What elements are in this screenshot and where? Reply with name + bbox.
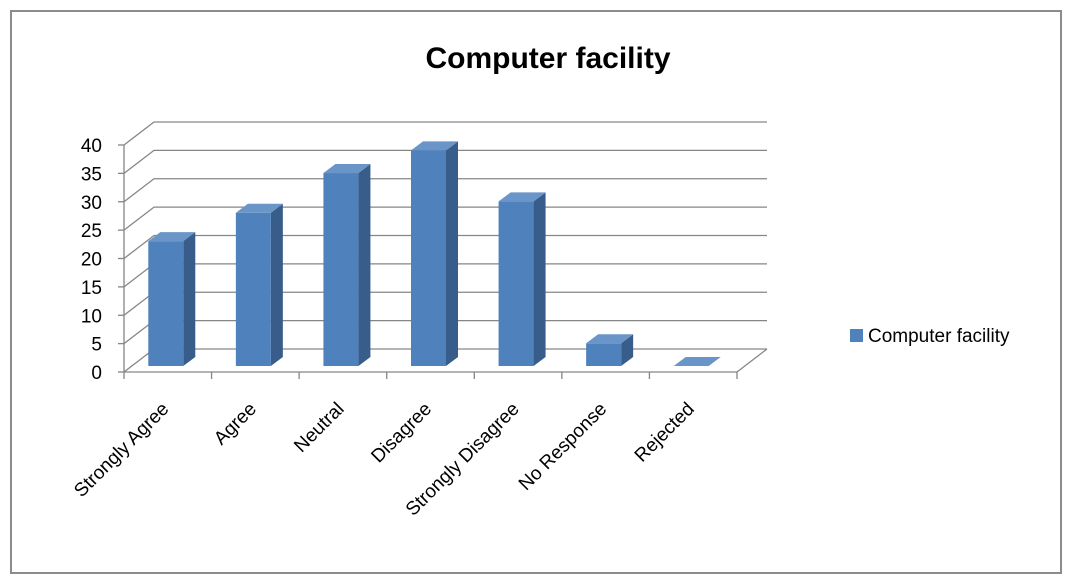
bar-top — [148, 232, 196, 242]
bar-top — [586, 334, 634, 344]
bar-top — [411, 141, 458, 151]
bar — [673, 357, 721, 366]
bar — [586, 334, 634, 366]
bar-side — [270, 203, 283, 366]
bar-front — [498, 201, 534, 366]
x-tick-label: Rejected — [631, 399, 699, 467]
bar — [323, 164, 371, 366]
bar — [235, 203, 283, 366]
y-tick-label: 10 — [81, 306, 102, 327]
bar-top — [323, 164, 371, 174]
y-tick-label: 25 — [81, 221, 102, 242]
y-tick-label: 15 — [81, 278, 102, 299]
legend-swatch — [850, 329, 863, 342]
y-tick-label: 30 — [81, 193, 102, 214]
bar-front — [323, 173, 359, 366]
bars — [148, 141, 721, 366]
chart-title: Computer facility — [425, 42, 670, 75]
bar-side — [533, 192, 546, 366]
bar-top — [673, 357, 721, 366]
y-tick-label: 35 — [81, 164, 102, 185]
bar-side — [183, 232, 196, 366]
gridline — [123, 234, 767, 260]
y-tick-label: 40 — [81, 136, 102, 157]
x-tick-label: No Response — [515, 399, 611, 495]
bar-top — [235, 203, 283, 213]
bar-front — [411, 150, 446, 366]
bar — [411, 141, 458, 366]
gridline — [123, 121, 767, 146]
gridline — [123, 206, 767, 231]
bar — [148, 232, 196, 366]
bar-side — [358, 164, 371, 366]
bar-front — [148, 241, 184, 366]
x-tick-label: Strongly Agree — [70, 399, 173, 502]
x-tick-label: Disagree — [367, 399, 436, 468]
bar-top — [498, 192, 546, 202]
axes — [118, 144, 768, 379]
bar — [498, 192, 546, 366]
gridline — [123, 178, 767, 203]
y-tick-label: 20 — [81, 250, 102, 271]
gridline — [123, 149, 767, 174]
x-tick-label: Neutral — [290, 399, 348, 457]
bar-front — [586, 343, 622, 366]
y-tick-label: 5 — [91, 335, 102, 356]
bar-side — [446, 141, 458, 366]
bar-front — [235, 212, 271, 366]
x-tick-label: Agree — [210, 399, 261, 450]
gridlines — [123, 121, 767, 373]
floor-edge — [736, 348, 768, 373]
legend: Computer facility — [850, 326, 1010, 347]
bar-side — [621, 334, 634, 366]
y-tick-label: 0 — [91, 363, 102, 384]
legend-label: Computer facility — [868, 326, 1010, 347]
